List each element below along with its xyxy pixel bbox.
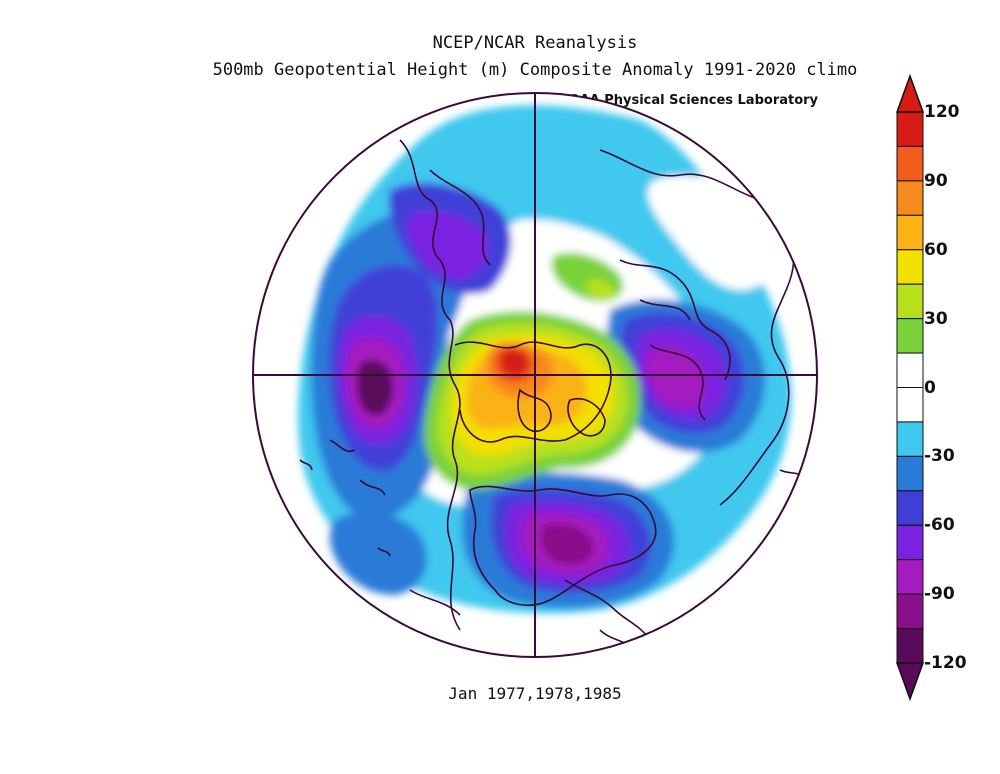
colorbar-cell xyxy=(896,628,924,664)
map-title: NCEP/NCAR Reanalysis xyxy=(432,33,638,53)
lab-credit: NOAA Physical Sciences Laboratory xyxy=(558,93,819,108)
colorbar-cell xyxy=(896,352,924,388)
colorbar-cell xyxy=(896,421,924,457)
colorbar-cell xyxy=(896,214,924,251)
colorbar-tick-label: -120 xyxy=(924,653,967,673)
colorbar-tick-label: 120 xyxy=(924,102,960,122)
colorbar-cell xyxy=(896,593,924,630)
colorbar-cell xyxy=(896,387,924,423)
colorbar-cell xyxy=(896,145,924,182)
colorbar-tick-label: 90 xyxy=(924,170,948,191)
colorbar-cell xyxy=(896,249,924,285)
composite-caption: Jan 1977,1978,1985 xyxy=(448,684,622,703)
colorbar-cell xyxy=(896,559,924,595)
colorbar-cell xyxy=(896,524,924,561)
colorbar-tick-label: 60 xyxy=(924,239,948,260)
colorbar-cell xyxy=(896,283,924,320)
colorbar-bottom-arrow xyxy=(895,662,925,702)
colorbar-tick-label: -90 xyxy=(924,584,955,605)
colorbar-cell xyxy=(896,318,924,354)
colorbar-tick-label: 30 xyxy=(924,308,948,329)
colorbar-tick-label: -60 xyxy=(924,515,955,536)
colorbar-cell xyxy=(896,111,924,147)
colorbar-cell xyxy=(896,180,924,216)
colorbar-tick-label: -30 xyxy=(924,446,955,467)
coastlines xyxy=(299,139,806,651)
colorbar-top-arrow xyxy=(895,73,925,113)
colorbar-tick-label: 0 xyxy=(924,377,936,398)
colorbar-cell xyxy=(896,490,924,526)
map-subtitle: 500mb Geopotential Height (m) Composite … xyxy=(212,60,858,80)
colorbar-cell xyxy=(896,455,924,492)
